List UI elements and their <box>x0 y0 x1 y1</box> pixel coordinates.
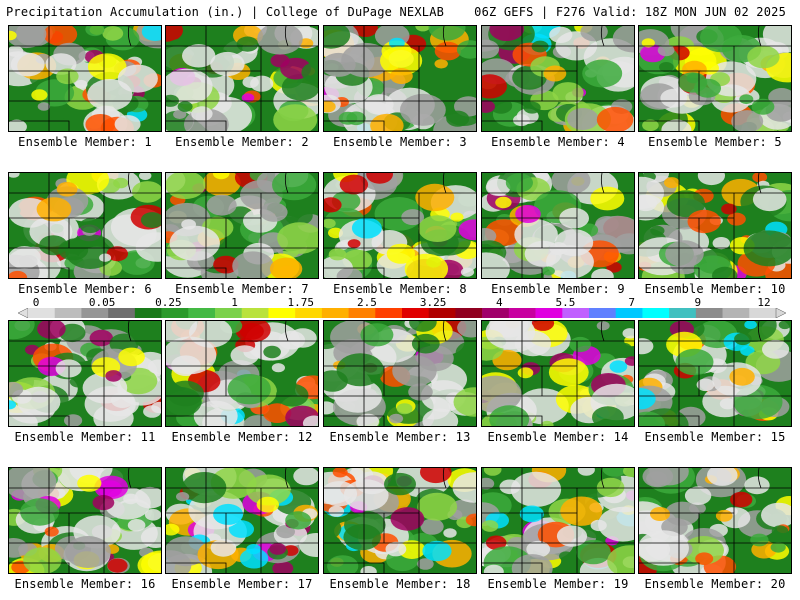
colorbar-segment <box>375 308 403 318</box>
ensemble-member-label: Ensemble Member: 20 <box>644 577 786 591</box>
ensemble-member-label: Ensemble Member: 10 <box>644 282 786 296</box>
ensemble-member-label: Ensemble Member: 13 <box>329 430 471 444</box>
ensemble-member-label: Ensemble Member: 15 <box>644 430 786 444</box>
ensemble-member-label: Ensemble Member: 12 <box>171 430 313 444</box>
ensemble-member-map <box>165 25 319 132</box>
valid-time: 06Z GEFS | F276 Valid: 18Z MON JUN 02 20… <box>474 5 786 19</box>
colorbar-segment <box>241 308 269 318</box>
ensemble-member-map <box>481 467 635 574</box>
colorbar-segment <box>268 308 296 318</box>
ensemble-member-label: Ensemble Member: 4 <box>491 135 625 149</box>
colorbar-segment <box>81 308 109 318</box>
ensemble-member-label: Ensemble Member: 9 <box>491 282 625 296</box>
ensemble-member-label: Ensemble Member: 11 <box>14 430 156 444</box>
colorbar-tick-label: 7 <box>628 296 635 309</box>
colorbar-tick-label: 4 <box>495 296 503 309</box>
colorbar-segment <box>482 308 510 318</box>
colorbar-segment <box>321 308 349 318</box>
colorbar-min-arrow <box>18 308 29 318</box>
colorbar-segment <box>508 308 536 318</box>
colorbar-tick-label: 0.05 <box>88 296 116 309</box>
colorbar-segment <box>134 308 162 318</box>
map-title: Precipitation Accumulation (in.) | Colle… <box>6 5 445 19</box>
colorbar-segment <box>188 308 216 318</box>
ensemble-member-map <box>165 467 319 574</box>
ensemble-member-map <box>8 172 162 279</box>
colorbar-tick-label: 0.25 <box>155 296 182 309</box>
ensemble-member-label: Ensemble Member: 1 <box>18 135 152 149</box>
colorbar-segment <box>669 308 697 318</box>
ensemble-member-map <box>481 25 635 132</box>
ensemble-member-map <box>323 25 477 132</box>
ensemble-member-map <box>8 320 162 427</box>
ensemble-member-map <box>638 467 792 574</box>
ensemble-member-map <box>481 172 635 279</box>
ensemble-member-label: Ensemble Member: 8 <box>333 282 467 296</box>
colorbar-tick-label: 1.75 <box>287 296 314 309</box>
ensemble-member-label: Ensemble Member: 3 <box>333 135 467 149</box>
ensemble-member-map <box>323 320 477 427</box>
colorbar-tick-label: 12 <box>757 296 771 309</box>
ensemble-member-label: Ensemble Member: 5 <box>648 135 782 149</box>
colorbar-segment <box>749 308 777 318</box>
colorbar-segment <box>215 308 243 318</box>
ensemble-member-label: Ensemble Member: 14 <box>487 430 629 444</box>
colorbar-tick-label: 3.25 <box>419 296 447 309</box>
ensemble-member-label: Ensemble Member: 18 <box>329 577 471 591</box>
ensemble-member-label: Ensemble Member: 17 <box>171 577 313 591</box>
colorbar-segment <box>615 308 643 318</box>
colorbar-segment <box>589 308 617 318</box>
colorbar-segment <box>455 308 483 318</box>
colorbar-tick-label: 5.5 <box>555 296 576 309</box>
ensemble-member-map <box>323 467 477 574</box>
colorbar-segment <box>348 308 376 318</box>
ensemble-member-map <box>638 172 792 279</box>
colorbar-segment <box>402 308 430 318</box>
ensemble-member-label: Ensemble Member: 2 <box>175 135 309 149</box>
colorbar <box>18 308 786 318</box>
colorbar-tick-label: 1 <box>231 296 238 309</box>
ensemble-member-label: Ensemble Member: 6 <box>18 282 152 296</box>
colorbar-max-arrow <box>775 308 786 318</box>
colorbar-segment <box>108 308 136 318</box>
ensemble-member-map <box>8 467 162 574</box>
colorbar-segment <box>428 308 456 318</box>
ensemble-member-map <box>165 172 319 279</box>
colorbar-segment <box>562 308 590 318</box>
colorbar-segment <box>54 308 82 318</box>
colorbar-tick-label: 9 <box>694 296 702 309</box>
ensemble-member-map <box>323 172 477 279</box>
ensemble-member-map <box>8 25 162 132</box>
ensemble-member-label: Ensemble Member: 16 <box>14 577 156 591</box>
ensemble-member-map <box>165 320 319 427</box>
colorbar-segment <box>642 308 670 318</box>
ensemble-member-map <box>638 25 792 132</box>
ensemble-member-map <box>638 320 792 427</box>
colorbar-segment <box>535 308 563 318</box>
colorbar-segment <box>161 308 189 318</box>
colorbar-segment <box>695 308 723 318</box>
colorbar-tick-label: 2.5 <box>356 296 377 309</box>
ensemble-member-label: Ensemble Member: 7 <box>175 282 309 296</box>
colorbar-segment <box>295 308 323 318</box>
colorbar-tick-label: 0 <box>32 296 40 309</box>
colorbar-segment <box>28 308 56 318</box>
colorbar-segment <box>722 308 750 318</box>
ensemble-member-map <box>481 320 635 427</box>
ensemble-member-label: Ensemble Member: 19 <box>487 577 629 591</box>
